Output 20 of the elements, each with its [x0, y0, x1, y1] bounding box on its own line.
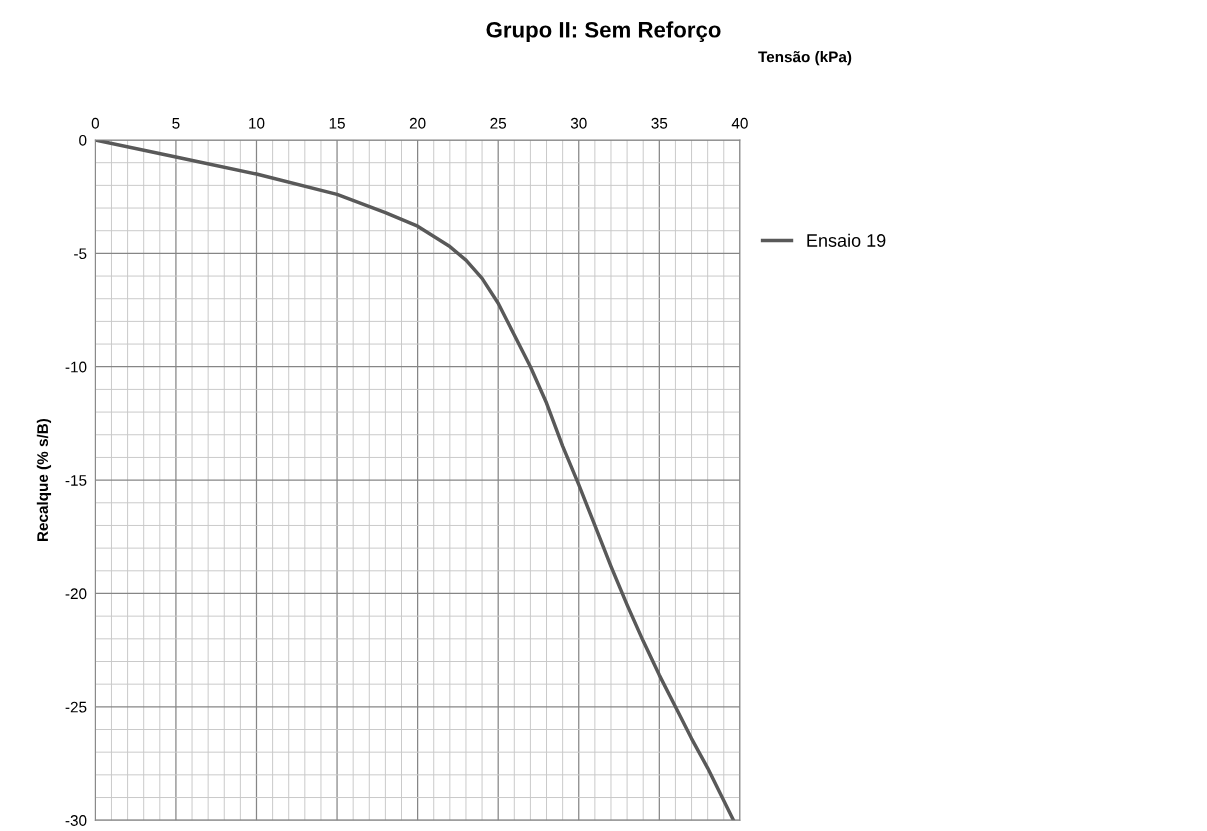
y-tick-label: -15	[65, 475, 87, 486]
y-tick-label: -10	[65, 361, 87, 373]
x-axis-title: Tensão (kPa)	[758, 51, 852, 66]
x-tick-label: 35	[651, 117, 668, 129]
y-tick-label: -25	[65, 701, 87, 713]
x-tick-label: 20	[409, 117, 426, 129]
y-tick-label: -20	[65, 588, 87, 600]
legend-label: Ensaio 19	[807, 233, 886, 247]
x-tick-label: 25	[490, 117, 507, 129]
x-tick-label: 10	[249, 117, 265, 129]
y-axis-title: Recalque (% s/B)	[36, 418, 52, 542]
x-tick-label: 30	[570, 117, 587, 129]
x-tick-label: 5	[172, 118, 180, 129]
x-tick-label: 40	[731, 117, 748, 129]
y-tick-label: -5	[74, 248, 87, 260]
chart-title: Grupo II: Sem Reforço	[486, 21, 721, 43]
x-tick-label: 0	[91, 117, 99, 129]
y-tick-label: -30	[65, 815, 87, 826]
y-tick-label: 0	[79, 134, 87, 146]
x-tick-label: 15	[329, 118, 345, 129]
